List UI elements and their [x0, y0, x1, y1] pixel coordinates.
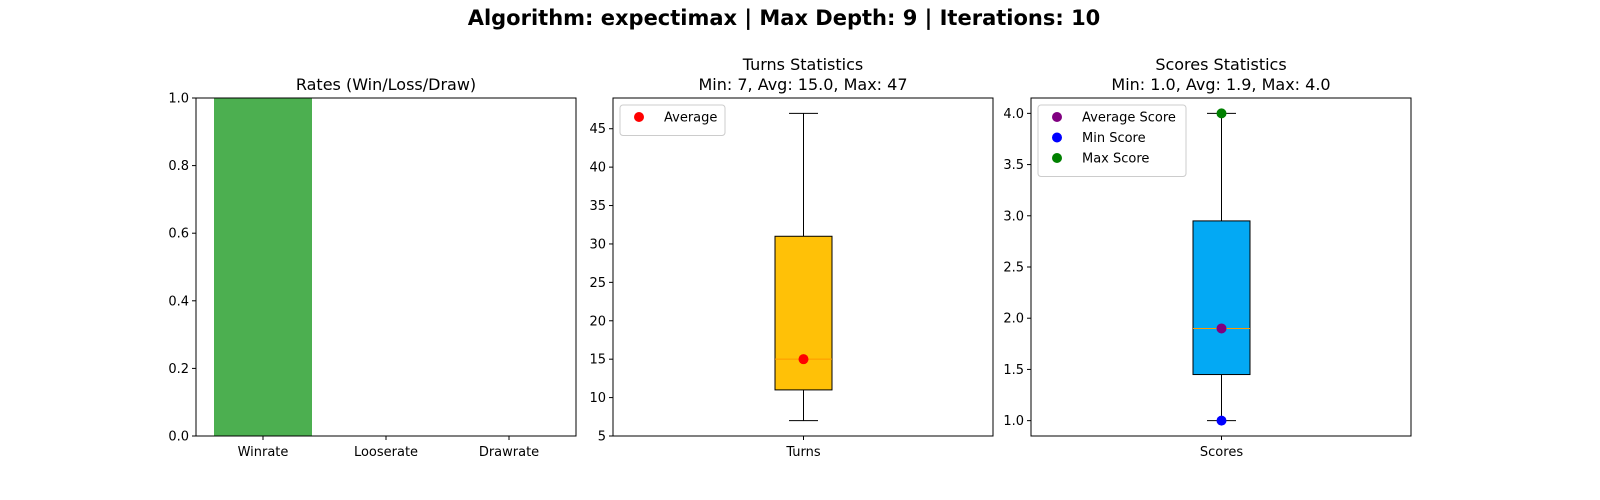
panel-title: Scores Statistics	[1155, 55, 1286, 74]
y-tick-label: 20	[589, 314, 606, 329]
axes-frame	[1030, 97, 1412, 437]
x-tick-label: Scores	[1200, 445, 1243, 460]
legend-box	[1037, 104, 1187, 177]
y-tick-label: 0.6	[168, 227, 189, 242]
x-tick-label: Drawrate	[479, 445, 539, 460]
y-tick-label: 0.2	[168, 362, 189, 377]
axes-frame	[195, 97, 577, 437]
y-tick-label: 3.5	[1003, 158, 1024, 173]
legend-marker	[634, 112, 644, 122]
y-tick-label: 35	[589, 199, 606, 214]
legend-marker	[1052, 153, 1062, 163]
y-tick-label: 0.0	[168, 430, 189, 445]
average-score-marker	[1216, 323, 1227, 334]
figure-title: Algorithm: expectimax | Max Depth: 9 | I…	[468, 6, 1101, 31]
x-tick-label: Looserate	[354, 445, 418, 460]
x-tick-label: Turns	[785, 445, 821, 460]
axes-frame	[612, 97, 994, 437]
y-tick-label: 0.4	[168, 294, 189, 309]
y-tick-label: 15	[589, 353, 606, 368]
y-tick-label: 25	[589, 276, 606, 291]
iqr-box	[1192, 220, 1251, 376]
y-tick-label: 10	[589, 391, 606, 406]
panel-subtitle: Min: 1.0, Avg: 1.9, Max: 4.0	[1111, 75, 1330, 94]
legend-label: Average Score	[1082, 111, 1176, 126]
panel-title: Rates (Win/Loss/Draw)	[296, 75, 476, 94]
y-tick-label: 5	[598, 430, 606, 445]
y-tick-label: 1.5	[1003, 363, 1024, 378]
y-tick-label: 1.0	[168, 92, 189, 107]
panel-subtitle: Min: 7, Avg: 15.0, Max: 47	[698, 75, 907, 94]
iqr-box	[774, 235, 833, 391]
rates-panel: Rates (Win/Loss/Draw) 0.0 0.2 0.4 0.6 0.8 1.0 W…	[168, 75, 577, 460]
legend-label: Min Score	[1082, 131, 1146, 146]
average-marker	[798, 354, 809, 365]
legend-marker	[1052, 132, 1062, 143]
y-tick-label: 1.0	[1003, 414, 1024, 429]
y-tick-label: 2.0	[1003, 312, 1024, 327]
y-tick-label: 0.8	[168, 159, 189, 174]
bar-winrate	[214, 98, 312, 436]
y-tick-label: 40	[589, 161, 606, 176]
legend-label: Average	[664, 111, 717, 126]
min-score-marker	[1216, 415, 1227, 426]
panel-title: Turns Statistics	[742, 55, 863, 74]
y-tick-label: 45	[589, 122, 606, 137]
legend-box	[619, 104, 726, 136]
y-tick-label: 2.5	[1003, 261, 1024, 276]
y-tick-label: 3.0	[1003, 209, 1024, 224]
legend-marker	[1052, 112, 1062, 122]
legend-label: Max Score	[1082, 152, 1149, 167]
max-score-marker	[1216, 108, 1227, 119]
x-tick-label: Winrate	[238, 445, 289, 460]
y-tick-label: 30	[589, 237, 606, 252]
y-tick-label: 4.0	[1003, 107, 1024, 122]
